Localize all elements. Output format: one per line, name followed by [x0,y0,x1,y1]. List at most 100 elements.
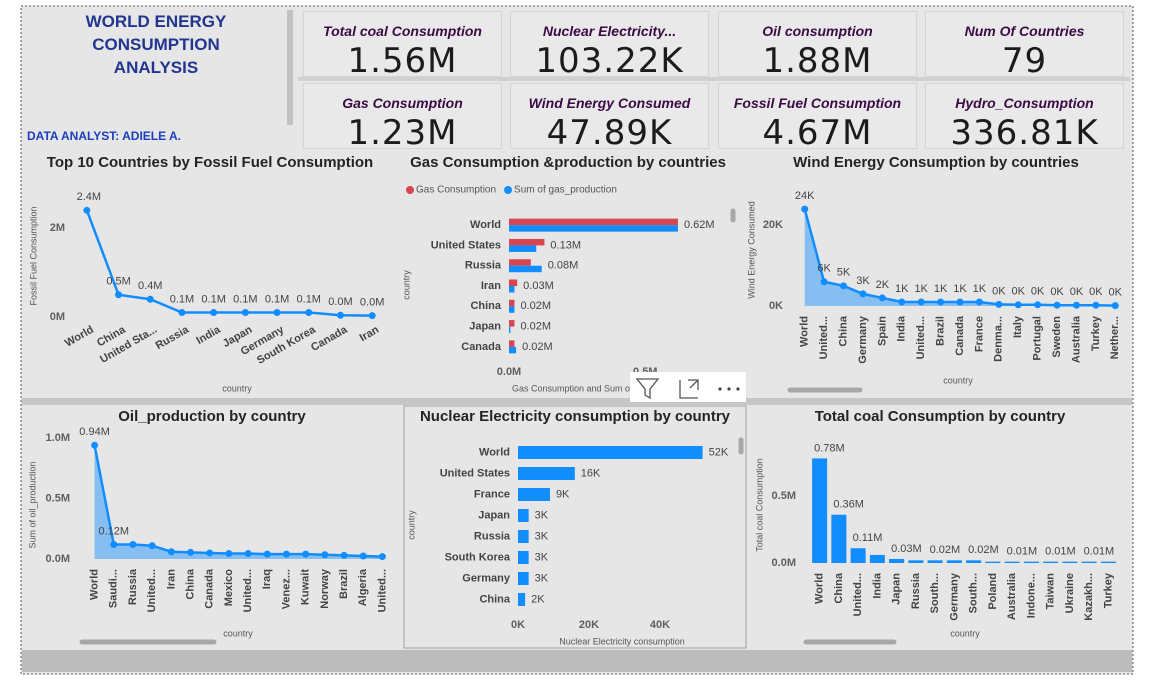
x-tick-label: Brazil [934,316,946,346]
bar [509,279,518,286]
data-label: 0.36M [833,499,864,511]
x-tick-label: South... [929,573,941,613]
card-label: Hydro_Consumption [955,95,1094,111]
data-label: 52K [709,446,729,458]
x-tick-label: Sweden [1051,316,1063,358]
point [1092,301,1100,309]
y-tick-label: Iran [481,280,501,292]
bar [1004,561,1020,563]
y-tick-label: Germany [462,572,511,584]
data-label: 1K [934,283,948,295]
point [187,548,195,556]
bar [509,245,537,252]
bar [509,259,531,266]
x-tick-label: Italy [1012,315,1024,338]
y-tick-label: Canada [461,341,502,353]
data-label: 2.4M [77,191,101,203]
data-label: 0.01M [1045,546,1076,558]
x-tick-label: 0K [511,619,525,631]
card-value: 1.88M [762,41,873,81]
data-label: 3K [535,572,549,584]
more-icon[interactable] [727,387,731,391]
x-tick-label: Spain [876,316,888,346]
data-label: 0.1M [297,293,321,305]
data-label: 3K [856,275,870,287]
data-label: 1K [914,283,928,295]
point [1014,301,1022,309]
x-tick-label: Kazakh... [1083,573,1095,621]
point [1072,301,1080,309]
bar [946,560,962,563]
x-axis-label: country [223,628,253,638]
card-value: 79 [1001,41,1048,81]
x-tick-label: World [814,573,826,604]
data-label: 0.01M [1007,546,1038,558]
x-axis-label: Gas Consumption and Sum of gas_productio… [512,383,697,393]
x-tick-label: Poland [987,573,999,610]
kpi-card: Wind Energy Consumed 47.89K [510,83,709,153]
bar [1081,561,1097,563]
card-value: 103.22K [535,41,684,81]
y-tick-label: World [479,446,510,458]
y-tick-label: 0.0M [46,553,70,565]
kpi-card: Fossil Fuel Consumption 4.67M [718,83,917,153]
card-label: Gas Consumption [342,95,463,111]
legend-marker [406,186,414,194]
x-tick-label: Algeria [357,568,369,606]
x-tick-label: China [184,568,196,599]
y-tick-label: 20K [763,219,783,231]
legend-label: Gas Consumption [416,185,496,196]
bar [869,554,885,563]
bar [831,514,847,563]
point [1111,302,1119,310]
legend-marker [504,186,513,194]
bar [850,548,866,563]
footer-bar [22,650,1132,672]
data-label: 9K [556,488,570,500]
x-tick-label: Portugal [1032,316,1044,361]
card-label: Oil consumption [762,23,873,39]
bar [509,299,515,307]
y-axis-label: Sum of oil_production [27,461,37,548]
data-label: 0.94M [79,426,110,438]
data-label: 24K [795,190,815,202]
data-label: 0.12M [98,525,129,537]
separator [298,77,1130,81]
area-fill [94,445,383,559]
kpi-card: Oil consumption 1.88M [718,11,917,81]
x-tick-label: Taiwan [1045,573,1057,610]
y-axis-label: Total coal Consumption [754,458,764,552]
bar [509,340,515,347]
point [206,549,214,557]
data-label: 0.0M [328,296,352,308]
filter-icon[interactable] [635,378,660,400]
focus-icon[interactable] [679,379,699,399]
point [241,309,249,317]
chart-title: Oil_production by country [118,408,306,425]
bar [927,560,943,563]
x-tick-label: Germany [948,572,960,621]
more-icon[interactable] [736,387,740,391]
data-label: 0.08M [548,260,579,272]
y-tick-label: United States [431,239,501,251]
x-tick-label: 0.0M [497,366,521,378]
x-tick-label: India [871,572,883,599]
data-label: 0.01M [1084,546,1115,558]
point [263,550,271,558]
point [898,298,906,306]
data-label: 0K [1050,286,1064,298]
x-tick-label: Denma... [993,316,1005,362]
bar [509,218,678,226]
bar [509,306,515,313]
more-icon[interactable] [718,387,722,391]
point [359,552,367,560]
data-label: 0K [1012,286,1026,298]
subtitle: DATA ANALYST: ADIELE A. [27,129,182,143]
point [244,550,252,558]
bar [518,445,703,460]
data-label: 0.02M [522,341,553,353]
bar [518,508,529,523]
kpi-card: Nuclear Electricity... 103.22K [510,11,709,81]
